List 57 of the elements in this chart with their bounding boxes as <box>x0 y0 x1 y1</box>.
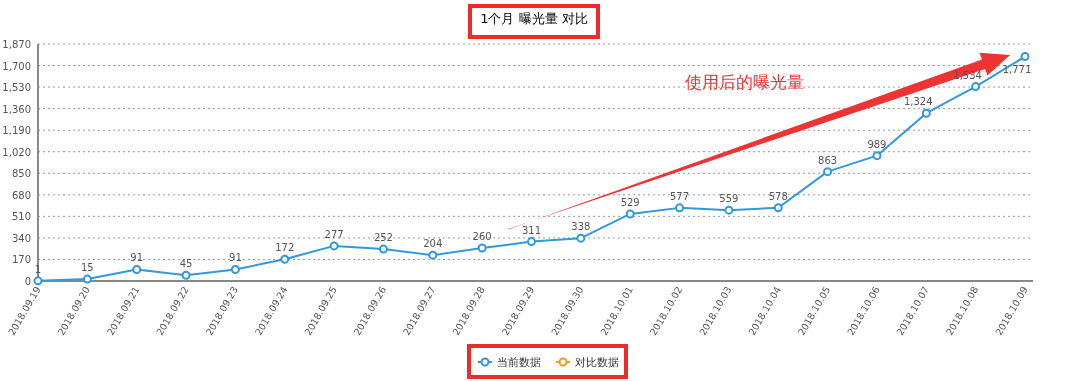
y-tick-label: 850 <box>11 168 31 180</box>
data-label: 172 <box>275 242 295 254</box>
data-label: 252 <box>373 232 393 244</box>
point <box>773 203 783 213</box>
point <box>625 209 635 219</box>
point <box>428 250 438 260</box>
point <box>82 274 92 284</box>
point <box>921 108 931 118</box>
data-label: 311 <box>521 224 542 236</box>
data-label: 863 <box>818 154 838 166</box>
data-label: 529 <box>620 196 640 208</box>
point <box>872 151 882 161</box>
chart-title: 1个月 曝光量 对比 <box>480 11 588 26</box>
y-tick-label: 1,870 <box>2 39 31 50</box>
point <box>329 241 339 251</box>
y-tick-label: 680 <box>11 189 31 201</box>
point <box>971 82 981 92</box>
y-tick-label: 1,700 <box>2 60 31 72</box>
point <box>477 243 487 253</box>
data-label: 338 <box>571 221 591 233</box>
data-label: 1 <box>34 263 42 275</box>
data-label: 577 <box>670 190 690 202</box>
y-tick-label: 0 <box>24 276 31 287</box>
data-label: 204 <box>423 238 443 250</box>
data-label: 15 <box>80 262 94 274</box>
point <box>576 233 586 243</box>
point <box>132 264 142 274</box>
point <box>675 203 685 213</box>
data-label: 91 <box>130 252 144 264</box>
point <box>230 264 240 274</box>
data-label: 260 <box>472 231 492 243</box>
point <box>724 205 734 215</box>
point <box>181 270 191 280</box>
y-tick-label: 1,020 <box>2 146 31 158</box>
point <box>378 244 388 254</box>
y-tick-label: 170 <box>11 254 31 266</box>
data-label: 989 <box>867 138 887 150</box>
data-label: 277 <box>324 228 344 240</box>
data-label: 45 <box>179 258 193 270</box>
point <box>33 276 43 286</box>
y-tick-label: 1,360 <box>2 103 31 115</box>
legend-label: 当前数据 <box>497 356 541 369</box>
point <box>1020 52 1030 62</box>
point <box>280 254 290 264</box>
legend-label: 对比数据 <box>575 356 619 369</box>
data-label: 1,771 <box>1002 63 1032 75</box>
y-tick-label: 1,190 <box>2 125 31 137</box>
annotation: 使用后的曝光量 <box>685 72 804 92</box>
data-label: 1,324 <box>903 96 933 108</box>
point <box>527 237 536 247</box>
y-tick-label: 340 <box>11 232 31 244</box>
data-label: 559 <box>719 193 739 205</box>
point <box>823 167 833 177</box>
data-label: 91 <box>229 252 242 264</box>
data-label: 578 <box>768 190 788 202</box>
y-tick-label: 510 <box>11 211 31 223</box>
y-tick-label: 1,530 <box>2 82 31 94</box>
